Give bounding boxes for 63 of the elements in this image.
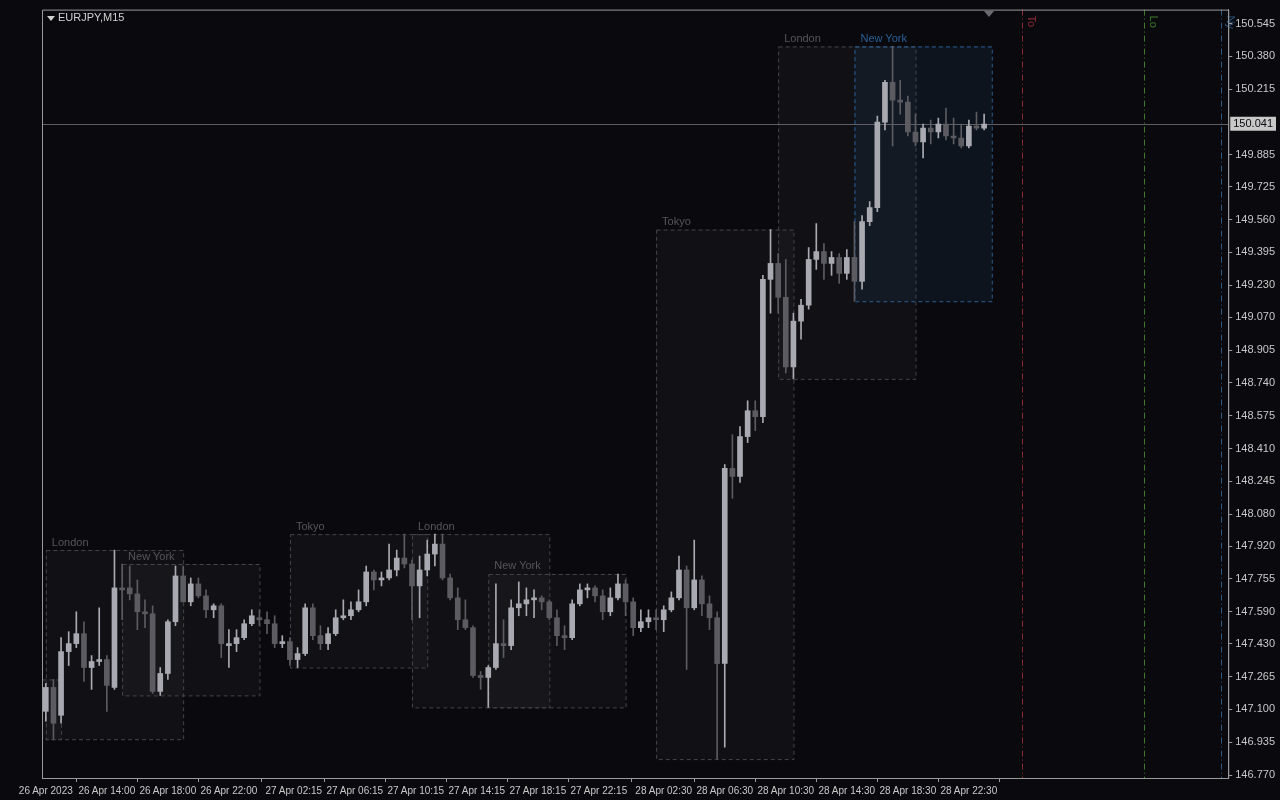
- y-tick-label: 150.380: [1235, 49, 1275, 62]
- y-tick-label: 148.080: [1235, 507, 1275, 520]
- band-label: New York: [128, 549, 176, 562]
- candlestick: [386, 543, 392, 581]
- y-tick-label: 147.265: [1235, 669, 1275, 682]
- candlestick: [96, 607, 103, 666]
- y-tick-label: 149.725: [1235, 179, 1275, 192]
- x-tick-label: 28 Apr 02:30: [635, 784, 693, 796]
- y-tick-label: 149.885: [1235, 147, 1275, 160]
- x-tick-label: 26 Apr 2023: [18, 784, 74, 796]
- x-tick-label: 26 Apr 14:00: [78, 784, 136, 796]
- y-tick-label: 148.740: [1235, 375, 1275, 388]
- band-label: New York: [494, 559, 542, 572]
- band-label: New York: [860, 31, 908, 44]
- candlestick: [126, 565, 133, 601]
- candlestick: [226, 629, 232, 668]
- y-tick-label: 147.920: [1235, 539, 1275, 552]
- x-tick-label: 26 Apr 18:00: [139, 784, 197, 796]
- y-tick-label: 150.215: [1235, 82, 1275, 95]
- candlestick: [752, 400, 759, 431]
- candlestick: [142, 599, 148, 629]
- y-tick-label: 148.245: [1235, 474, 1275, 487]
- y-tick-label: 146.935: [1235, 735, 1275, 748]
- band-label: Tokyo: [295, 519, 325, 532]
- y-tick-label: 146.770: [1235, 768, 1275, 781]
- y-tick-label: 148.905: [1235, 343, 1275, 356]
- candlestick: [279, 635, 286, 648]
- candlestick: [515, 581, 522, 617]
- candlestick: [813, 223, 820, 270]
- y-tick-label: 149.395: [1235, 245, 1275, 258]
- y-tick-label: 147.590: [1235, 604, 1275, 617]
- band-label: London: [417, 519, 455, 532]
- ref-line-label: 150.041: [1233, 116, 1273, 129]
- ref-line-label: Lo: [1147, 15, 1160, 28]
- x-tick-label: 28 Apr 22:30: [940, 784, 998, 796]
- x-tick-label: 27 Apr 18:15: [509, 784, 567, 796]
- y-tick-label: 147.430: [1235, 636, 1275, 649]
- candlestick: [485, 665, 492, 708]
- y-tick-label: 149.230: [1235, 278, 1275, 291]
- band-label: London: [51, 535, 89, 548]
- x-tick-label: 28 Apr 06:30: [696, 784, 754, 796]
- x-tick-label: 27 Apr 22:15: [570, 784, 628, 796]
- x-tick-label: 27 Apr 02:15: [265, 784, 323, 796]
- x-tick-label: 27 Apr 06:15: [326, 784, 384, 796]
- y-tick-label: 148.575: [1235, 408, 1275, 421]
- band-label: London: [784, 31, 821, 44]
- y-tick-label: 147.100: [1235, 702, 1275, 715]
- ref-line-label: To: [1025, 15, 1038, 28]
- y-tick-label: 147.755: [1235, 571, 1275, 584]
- y-tick-label: 150.545: [1235, 16, 1275, 29]
- x-tick-label: 28 Apr 10:30: [757, 784, 815, 796]
- candlestick: [264, 611, 270, 635]
- x-tick-label: 28 Apr 14:30: [818, 784, 876, 796]
- y-tick-label: 149.560: [1235, 212, 1275, 225]
- y-tick-label: 149.070: [1235, 310, 1275, 323]
- x-tick-label: 27 Apr 10:15: [387, 784, 445, 796]
- x-tick-label: 28 Apr 18:30: [879, 784, 937, 796]
- y-tick-label: 148.410: [1235, 441, 1275, 454]
- band-label: Tokyo: [662, 215, 691, 228]
- candlestick: [653, 609, 659, 631]
- chart-title: EURJPY,M15: [58, 10, 125, 23]
- x-tick-label: 27 Apr 14:15: [448, 784, 506, 796]
- x-tick-label: 26 Apr 22:00: [200, 784, 258, 796]
